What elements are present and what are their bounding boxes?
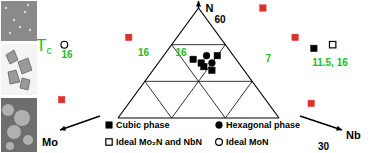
micrograph: [1, 44, 37, 95]
axis-label: Nb: [346, 129, 361, 141]
axis-edge: [199, 8, 280, 118]
micrograph-grain: [6, 142, 14, 150]
micrograph-speckle: [13, 19, 15, 21]
annotation: 7: [265, 53, 271, 64]
arrow-head: [336, 126, 342, 131]
tc-subscript: c: [46, 44, 52, 56]
legend-entry: Hexagonal phase: [226, 120, 300, 130]
legend: Cubic phase Hexagonal phase Ideal Mo₂N and…: [106, 120, 300, 147]
axis-arrow: [60, 116, 100, 130]
legend-marker: [106, 139, 112, 145]
micrograph: [1, 1, 37, 41]
micrograph-grain: [7, 125, 21, 139]
data-points: [58, 5, 335, 107]
annotation: 16: [175, 47, 187, 58]
micrograph-grain: [14, 110, 30, 126]
legend-entry: Ideal Mo₂N and NbN: [116, 137, 202, 147]
grid-line: [172, 45, 226, 118]
legend-marker: [106, 122, 112, 128]
micrograph-crystal: [6, 50, 18, 64]
annotation: 11.5, 16: [312, 57, 348, 68]
data-point: [260, 5, 266, 11]
micrograph-speckle: [24, 11, 26, 13]
data-point: [311, 45, 317, 51]
grid-line: [172, 44, 226, 45]
grid-line: [145, 81, 172, 118]
tc-label: Tc: [36, 36, 52, 56]
annotation: 16: [61, 49, 73, 60]
data-point: [61, 41, 68, 48]
tick-label: 60: [215, 14, 227, 25]
data-point: [201, 63, 207, 69]
axis-label: N: [206, 2, 214, 14]
data-point: [292, 34, 298, 40]
micrograph-speckle: [9, 32, 11, 34]
legend-marker: [216, 122, 223, 129]
axis-arrow: [300, 116, 342, 130]
axis-edge: [118, 117, 279, 118]
data-point: [126, 34, 132, 40]
data-point: [209, 60, 216, 67]
micrograph: [1, 98, 37, 152]
micrograph-speckle: [27, 4, 29, 6]
grid-line: [225, 81, 252, 118]
micrograph-speckle: [29, 29, 31, 31]
legend-marker: [216, 139, 223, 146]
data-point: [203, 52, 210, 59]
arrow-head: [196, 1, 201, 6]
micrograph-speckle: [5, 7, 7, 9]
data-point: [190, 56, 196, 62]
annotation: 16: [138, 47, 150, 58]
tick-label: 30: [318, 141, 330, 152]
micrograph-crystal: [8, 70, 20, 84]
ternary-chart: N Mo Nb 60 30 16 16 16 7 11.5, 16 Tc Cubic phase Hex…: [0, 0, 378, 153]
micrograph-grain: [2, 104, 14, 116]
data-point: [209, 67, 215, 73]
arrow-head: [60, 126, 66, 131]
micrographs: [1, 1, 37, 152]
grid-line: [172, 45, 226, 118]
micrograph-speckle: [19, 26, 21, 28]
data-point: [58, 96, 64, 102]
data-point: [214, 52, 220, 58]
axis-edge: [118, 8, 199, 118]
micrograph-crystal: [18, 58, 32, 74]
legend-entry: Ideal MoN: [226, 137, 269, 147]
data-point: [308, 100, 314, 106]
data-point: [329, 41, 335, 47]
axis-label: Mo: [42, 136, 58, 148]
micrograph-grain: [23, 135, 33, 145]
micrograph-crystal: [20, 78, 30, 90]
legend-entry: Cubic phase: [116, 120, 170, 130]
